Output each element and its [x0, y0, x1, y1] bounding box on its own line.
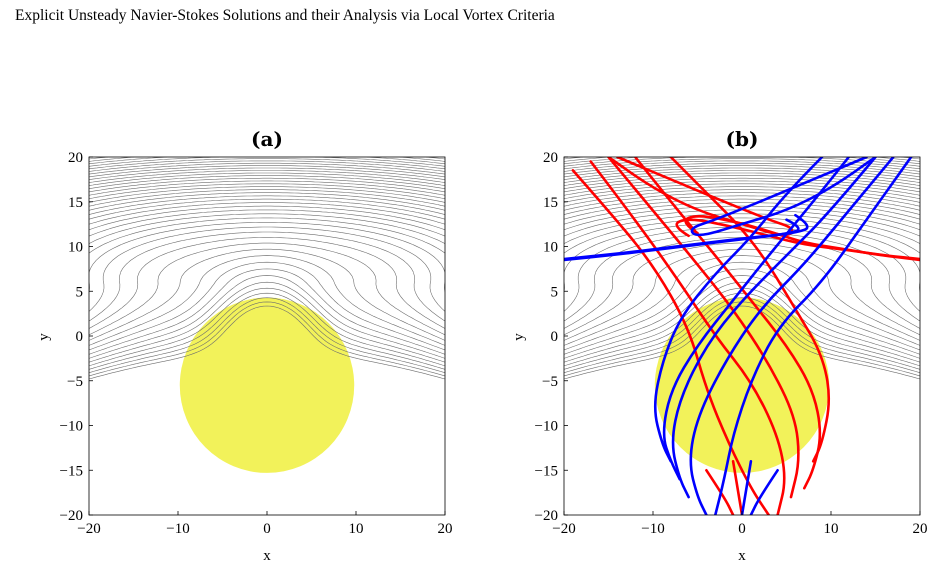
y-tick-label: −5 — [542, 374, 558, 390]
red-trajectory-9 — [705, 469, 735, 515]
y-tick-label: 0 — [76, 329, 84, 345]
y-tick-label: −10 — [60, 419, 83, 435]
x-tick-label: 10 — [349, 521, 364, 537]
red-trajectory-2 — [607, 157, 800, 499]
y-tick-label: −15 — [60, 463, 83, 479]
y-tick-label: 0 — [551, 329, 559, 345]
vortex-disk — [654, 297, 830, 473]
running-title: Explicit Unsteady Navier-Stokes Solution… — [15, 7, 555, 24]
x-axis-label-b: x — [738, 548, 746, 564]
panel-title-b: (b) — [726, 127, 759, 151]
blue-trajectory-16 — [564, 213, 809, 261]
y-tick-label: −15 — [535, 463, 558, 479]
panel-title-a: (a) — [251, 127, 283, 151]
blue-trajectory-13 — [662, 157, 851, 481]
y-tick-label: −5 — [67, 374, 83, 390]
x-tick-label: 0 — [738, 521, 746, 537]
y-tick-label: 15 — [543, 195, 558, 211]
panel-a: (a) x y −20 −10 0 10 20 20 15 10 5 0 −5 −10 −15 −20 — [36, 127, 453, 564]
x-tick-label: 10 — [824, 521, 839, 537]
y-tick-label: 10 — [68, 240, 83, 256]
y-tick-label: 20 — [68, 150, 83, 166]
contour-lines — [89, 157, 445, 380]
blue-trajectory-11 — [689, 157, 895, 515]
y-tick-label: 5 — [551, 284, 559, 300]
y-tick-label: −10 — [535, 419, 558, 435]
y-tick-label: 5 — [76, 284, 84, 300]
y-tick-label: −20 — [535, 508, 558, 524]
blue-trajectory-19 — [749, 469, 779, 515]
x-tick-label: −20 — [552, 521, 575, 537]
y-axis-label-a: y — [36, 333, 52, 341]
y-tick-label: 20 — [543, 150, 558, 166]
y-tick-label: 10 — [543, 240, 558, 256]
x-tick-label: 0 — [263, 521, 271, 537]
x-tick-label: 20 — [913, 521, 928, 537]
x-tick-label: −10 — [641, 521, 664, 537]
plot-area-b — [564, 157, 920, 515]
blue-trajectory-12 — [671, 157, 877, 499]
red-trajectory-8 — [731, 460, 744, 515]
blue-trajectory-17 — [690, 157, 877, 237]
y-axis-label-b: y — [511, 333, 527, 341]
y-tick-label: 15 — [68, 195, 83, 211]
plot-area-a — [89, 157, 445, 473]
blue-trajectory-10 — [714, 157, 913, 515]
y-tick-label: −20 — [60, 508, 83, 524]
red-trajectory-0 — [571, 169, 770, 515]
x-tick-label: 20 — [438, 521, 453, 537]
panel-b: (b) x y −20 −10 0 10 20 20 15 10 5 0 −5 −10 −15 −20 — [511, 127, 928, 564]
vortex-disk — [179, 297, 355, 473]
ticks-a: −20 −10 0 10 20 20 15 10 5 0 −5 −10 −15 −20 — [60, 150, 453, 537]
x-tick-label: −10 — [166, 521, 189, 537]
blue-trajectory-18 — [740, 460, 753, 515]
x-tick-label: −20 — [77, 521, 100, 537]
ticks-b: −20 −10 0 10 20 20 15 10 5 0 −5 −10 −15 −20 — [535, 150, 928, 537]
contour-lines — [564, 157, 920, 380]
x-axis-label-a: x — [263, 548, 271, 564]
